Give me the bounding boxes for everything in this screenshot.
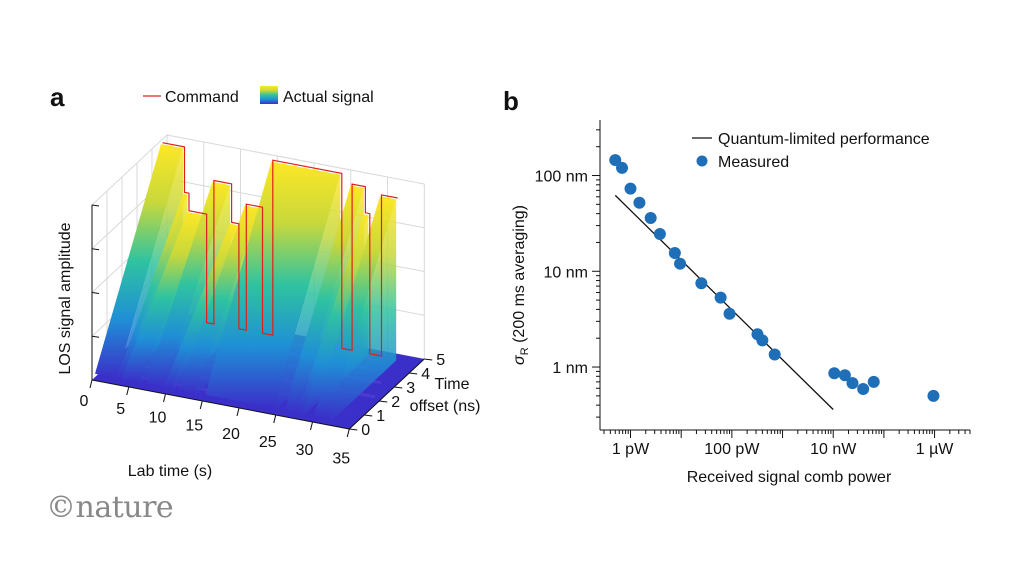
x-tick [126,386,130,396]
surface-face [178,205,261,393]
x-tick-label: 25 [259,434,277,451]
surface-face [117,193,188,379]
measured-point [927,389,940,402]
y-tick-label: 1 [376,408,385,425]
surface-side [330,199,397,422]
y-tick [379,400,388,403]
x-axis-label: Lab time (s) [128,463,212,480]
legend-dot-label: Measured [718,154,789,171]
x-tick [199,400,203,410]
x-tick [236,407,240,417]
measured-point [838,369,851,382]
chart-b-noise-scatter: 1 pW 100 pW 10 nW 1 µW Received signal comb … [511,120,971,486]
measured-point [723,307,736,320]
x-tick-label: 15 [185,418,203,435]
x-tick [346,428,350,438]
measured-point [616,161,629,174]
x-tick-label: 100 pW [704,441,760,458]
measured-point [867,375,880,388]
x-tick-label: 10 [149,409,167,426]
panel-a-label: a [50,82,65,112]
measured-point [846,377,859,390]
nature-logo: ©nature [46,490,174,525]
y-axis-label-sub: R [519,347,531,355]
y-tick [409,372,418,375]
y-axis-label-line1: Time [435,376,470,393]
x-tick-label: 35 [332,450,350,467]
legend-command-label: Command [165,89,239,106]
y-tick [394,386,403,389]
y-tick-label: 3 [406,380,415,397]
x-tick-label: 30 [296,442,314,459]
command-line [162,142,398,357]
x-tick-label: 1 µW [916,441,955,458]
measured-point [714,291,727,304]
y-tick-label: 10 nm [544,264,588,281]
y-tick-label: 4 [421,366,430,383]
y-tick [364,414,373,417]
x-tick-label: 10 nW [810,441,857,458]
y-tick-label: 100 nm [535,169,588,186]
x-tick-label: 1 pW [612,441,650,458]
measured-point [633,196,646,209]
y-tick-label: 1 nm [552,360,588,377]
x-tick [273,414,277,424]
x-tick [89,379,93,389]
surface-face [121,212,206,383]
y-axis-label-sigma: σ [511,354,528,365]
z-tick [91,335,100,338]
measured-point [857,382,870,395]
surface-face [164,223,238,389]
surface-face [314,196,397,419]
surface-side [171,225,238,392]
surface-face [284,185,364,413]
surface-walls [95,144,397,422]
y-tick [424,358,433,361]
panel-b-label: b [503,86,519,116]
x-tick [163,393,166,403]
y-tick-label: 0 [361,422,370,439]
legend-signal-swatch [260,86,278,104]
z-axis-label: LOS signal amplitude [57,222,74,374]
x-tick-label: 5 [116,401,125,418]
legend-signal-label: Actual signal [283,89,374,106]
y-tick-label: 5 [436,352,445,369]
measured-point [668,247,681,260]
x-tick-label: 20 [222,426,240,443]
measured-point [756,334,769,347]
x-tick-label: 0 [80,393,89,410]
z-tick [91,292,100,294]
y-tick-label: 2 [391,394,400,411]
measured-point [695,277,708,290]
measured-point [609,154,622,167]
z-tick [91,248,100,251]
measured-point [674,257,687,270]
x-axis [91,379,350,430]
surface-face [95,144,184,378]
surface-face [146,181,231,387]
legend-dot-swatch [696,155,708,167]
y-axis [348,358,425,430]
measured-point [644,212,657,225]
x-axis-label: Received signal comb power [687,469,892,486]
measured-point [624,182,637,195]
y-axis-label-rest: (200 ms averaging) [511,205,528,347]
measured-point [828,367,841,380]
legend-line-label: Quantum-limited performance [718,131,930,148]
y-tick [349,428,358,431]
y-axis-label: σR (200 ms averaging) [511,205,531,365]
measured-point [653,228,666,241]
z-tick [91,204,100,207]
surface-face [297,214,369,414]
measured-point [768,348,781,361]
y-axis-label-line2: offset (ns) [410,398,481,415]
x-tick [310,421,313,431]
